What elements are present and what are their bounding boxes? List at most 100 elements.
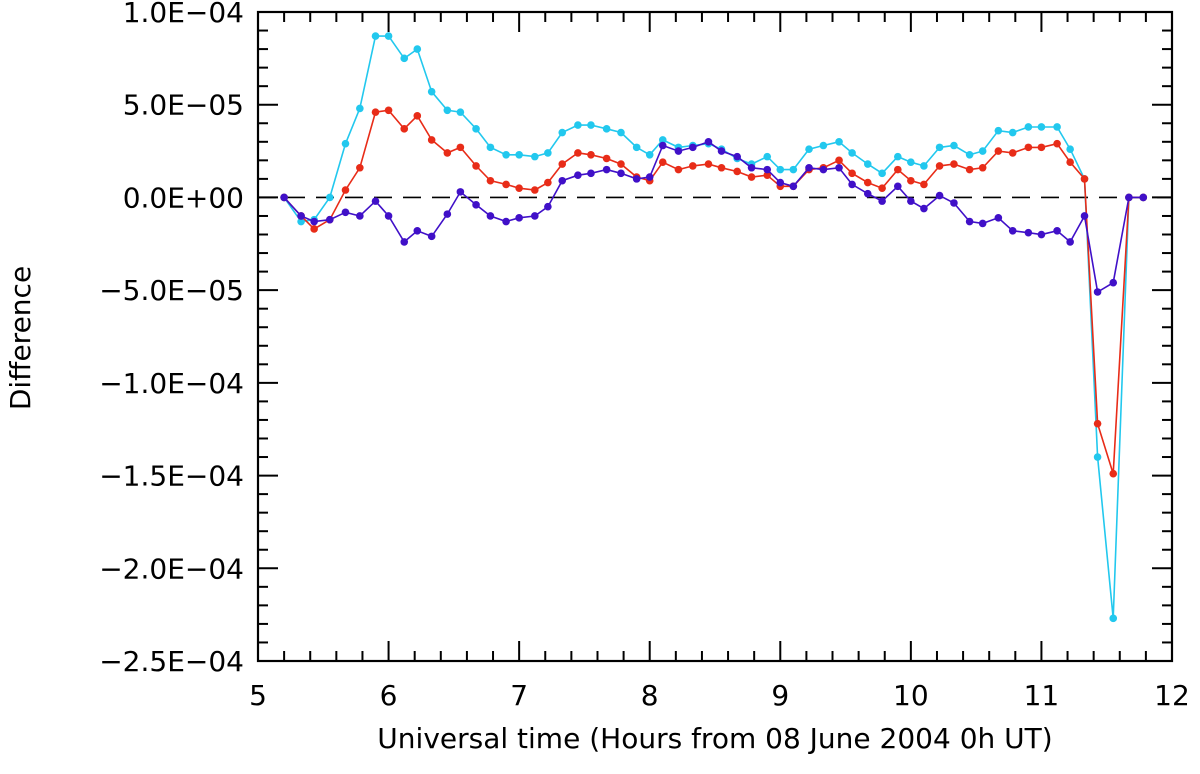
data-point: [502, 150, 510, 159]
data-point: [602, 125, 611, 133]
data-point: [515, 150, 523, 159]
data-point: [1125, 193, 1133, 202]
y-tick-label: −1.0E−04: [99, 367, 244, 400]
y-tick-label: −2.5E−04: [99, 645, 244, 678]
data-point: [717, 147, 726, 155]
data-point: [805, 145, 813, 154]
data-point: [472, 125, 480, 133]
x-tick-label: 5: [249, 679, 267, 712]
data-point: [965, 150, 974, 159]
data-point: [1093, 453, 1102, 461]
data-point: [456, 108, 465, 116]
x-tick-label: 6: [380, 679, 398, 712]
data-point: [704, 160, 713, 168]
x-axis-title: Universal time (Hours from 08 June 2004 …: [377, 722, 1052, 755]
data-point: [574, 171, 582, 179]
series-line: [283, 109, 1144, 474]
series-line: [283, 35, 1144, 619]
data-point: [400, 238, 409, 246]
data-point: [602, 165, 611, 174]
y-tick-labels: 1.0E−04 5.0E−05 0.0E+00 −5.0E−05 −1.0E−04 −1.…: [99, 0, 244, 678]
data-point: [1024, 123, 1033, 131]
y-tick-label: −1.5E−04: [99, 460, 244, 493]
series-1: [280, 32, 1148, 623]
data-point: [326, 215, 334, 224]
data-point: [1109, 278, 1118, 287]
data-point: [558, 160, 567, 168]
data-point: [1008, 128, 1017, 137]
plot-frame: [256, 10, 1174, 663]
data-point: [531, 186, 539, 194]
data-point: [632, 175, 641, 183]
data-point: [835, 163, 843, 172]
data-point: [658, 141, 667, 150]
data-point: [894, 182, 902, 191]
axis-ticks: [257, 11, 1173, 662]
data-point: [747, 173, 756, 181]
data-point: [1080, 175, 1089, 183]
data-point: [413, 227, 422, 235]
data-point: [558, 128, 567, 137]
data-point: [472, 162, 480, 170]
data-point: [978, 163, 987, 172]
data-point: [413, 45, 422, 53]
data-point: [950, 160, 958, 168]
x-tick-label: 12: [1154, 679, 1190, 712]
data-point: [965, 165, 974, 174]
data-point: [297, 217, 305, 226]
data-point: [443, 106, 452, 115]
data-point: [878, 184, 886, 192]
data-point: [920, 204, 928, 213]
data-point: [384, 212, 393, 220]
data-point: [371, 108, 380, 116]
data-point: [587, 169, 595, 178]
data-point: [617, 128, 625, 137]
data-point: [326, 193, 334, 202]
data-point: [1008, 149, 1017, 157]
data-point: [747, 163, 756, 172]
data-point: [1037, 123, 1046, 131]
data-point: [835, 156, 843, 165]
data-point: [763, 171, 772, 179]
data-point: [689, 143, 697, 152]
data-point: [456, 143, 465, 152]
data-point: [456, 188, 465, 196]
data-point: [574, 149, 582, 157]
data-point: [574, 121, 582, 129]
series-layer: [280, 32, 1148, 623]
data-point: [502, 180, 510, 189]
data-point: [356, 104, 364, 113]
data-point: [894, 165, 902, 174]
data-point: [486, 176, 495, 185]
data-point: [907, 197, 915, 205]
data-point: [486, 143, 495, 152]
data-point: [472, 201, 480, 209]
data-point: [863, 189, 872, 198]
data-point: [950, 199, 958, 207]
data-point: [486, 212, 495, 220]
data-point: [994, 214, 1003, 222]
series-3: [280, 138, 1148, 296]
y-tick-label: −5.0E−05: [99, 274, 244, 307]
data-point: [587, 121, 595, 129]
x-tick-label: 8: [641, 679, 659, 712]
data-point: [1024, 228, 1033, 237]
data-point: [805, 163, 813, 172]
data-point: [544, 202, 552, 211]
data-point: [515, 184, 523, 192]
data-point: [848, 149, 856, 157]
data-point: [1080, 212, 1089, 220]
data-point: [717, 163, 726, 172]
data-point: [733, 152, 741, 161]
data-point: [863, 160, 872, 168]
data-point: [1066, 158, 1074, 166]
data-point: [1037, 230, 1046, 239]
x-tick-label: 7: [510, 679, 528, 712]
data-point: [965, 217, 974, 226]
data-point: [894, 152, 902, 161]
data-point: [689, 162, 697, 170]
data-point: [848, 169, 856, 178]
data-point: [658, 158, 667, 166]
data-point: [920, 162, 928, 170]
data-point: [371, 197, 380, 205]
